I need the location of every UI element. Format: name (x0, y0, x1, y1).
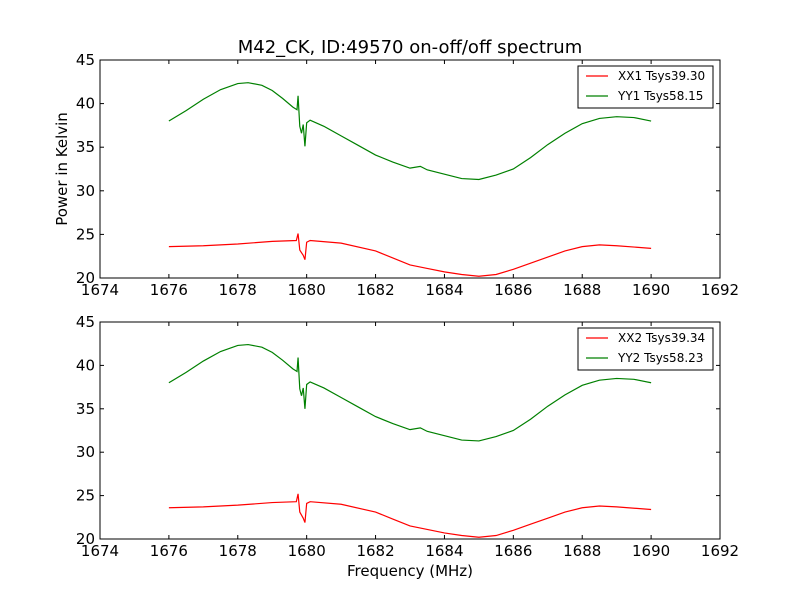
legend-box (577, 65, 714, 109)
x-tick-label: 1686 (494, 542, 532, 560)
x-tick-label: 1690 (632, 281, 670, 299)
series-line-xx (168, 493, 652, 538)
x-tick-label: 1678 (219, 542, 257, 560)
legend: XX1 Tsys39.30 YY1 Tsys58.15 (577, 65, 714, 109)
y-tick-label: 35 (76, 400, 95, 418)
y-axis-label: Power in Kelvin (53, 112, 71, 226)
series-line-yy (168, 82, 652, 181)
legend: XX2 Tsys39.34 YY2 Tsys58.23 (577, 327, 714, 371)
y-tick-label: 20 (76, 530, 95, 548)
x-tick-label: 1692 (701, 281, 739, 299)
series-line-xx (168, 233, 652, 277)
x-tick-label: 1686 (494, 281, 532, 299)
figure-title: M42_CK, ID:49570 on-off/off spectrum (238, 37, 583, 58)
y-tick-label: 30 (76, 182, 95, 200)
x-tick-label: 1690 (632, 542, 670, 560)
legend-label: YY1 Tsys58.15 (617, 89, 703, 103)
y-tick-label: 20 (76, 269, 95, 287)
x-tick-label: 1674 (81, 542, 119, 560)
bottom-panel: 1674 1676 1678 1680 1682 1684 1686 1688 1690 1692… (76, 313, 739, 560)
legend-label: XX2 Tsys39.34 (618, 331, 705, 345)
x-tick-label: 1682 (356, 542, 394, 560)
y-tick-label: 40 (76, 95, 95, 113)
x-tick-label: 1680 (288, 281, 326, 299)
y-tick-label: 40 (76, 356, 95, 374)
x-tick-label: 1688 (563, 281, 601, 299)
x-tick-label: 1684 (425, 281, 463, 299)
x-tick-label: 1692 (701, 542, 739, 560)
x-tick-label: 1678 (219, 281, 257, 299)
y-tick-label: 45 (76, 313, 95, 331)
y-tick-label: 45 (76, 51, 95, 69)
legend-label: XX1 Tsys39.30 (618, 69, 705, 83)
series-line-yy (168, 343, 652, 442)
y-tick-label: 25 (76, 487, 95, 505)
legend-label: YY2 Tsys58.23 (617, 351, 703, 365)
x-tick-label: 1676 (150, 542, 188, 560)
x-tick-label: 1682 (356, 281, 394, 299)
legend-box (577, 327, 714, 371)
y-tick-label: 30 (76, 443, 95, 461)
x-axis-label: Frequency (MHz) (347, 562, 473, 580)
x-tick-label: 1688 (563, 542, 601, 560)
y-tick-label: 25 (76, 225, 95, 243)
x-tick-label: 1680 (288, 542, 326, 560)
x-tick-label: 1684 (425, 542, 463, 560)
x-tick-label: 1674 (81, 281, 119, 299)
y-tick-label: 35 (76, 138, 95, 156)
x-tick-label: 1676 (150, 281, 188, 299)
top-panel: 1674 1676 1678 1680 1682 1684 1686 1688 1690 1692… (76, 51, 739, 299)
